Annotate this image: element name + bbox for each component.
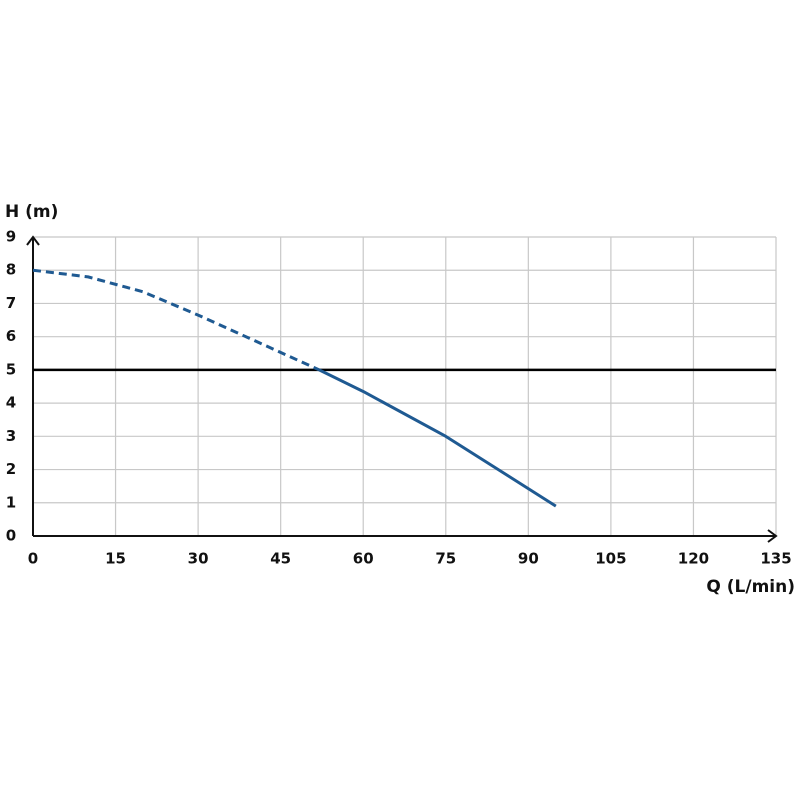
curve xyxy=(318,368,557,508)
y-tick-label: 8 xyxy=(6,261,16,279)
x-tick-label: 30 xyxy=(188,550,209,568)
y-tick-label: 5 xyxy=(6,360,16,378)
x-axis-arrow xyxy=(767,529,778,543)
x-axis-label: Q (L/min) xyxy=(706,577,795,597)
y-tick-label: 0 xyxy=(6,527,16,545)
x-tick-label: 45 xyxy=(270,550,291,568)
y-tick-label: 4 xyxy=(6,394,16,412)
y-tick-label: 9 xyxy=(6,228,16,246)
y-axis-label: H (m) xyxy=(5,202,58,222)
x-tick-label: 135 xyxy=(760,550,791,568)
y-tick-label: 3 xyxy=(6,427,16,445)
y-tick-label: 2 xyxy=(6,460,16,478)
curve xyxy=(32,268,320,372)
x-tick-label: 0 xyxy=(28,550,38,568)
x-tick-label: 105 xyxy=(595,550,626,568)
x-tick-label: 120 xyxy=(678,550,709,568)
x-tick-label: 90 xyxy=(518,550,539,568)
y-tick-label: 1 xyxy=(6,493,16,511)
y-tick-label: 6 xyxy=(6,327,16,345)
y-tick-label: 7 xyxy=(6,294,16,312)
x-tick-label: 75 xyxy=(435,550,456,568)
x-tick-label: 15 xyxy=(105,550,126,568)
y-axis-arrow xyxy=(26,235,40,246)
x-tick-label: 60 xyxy=(353,550,374,568)
